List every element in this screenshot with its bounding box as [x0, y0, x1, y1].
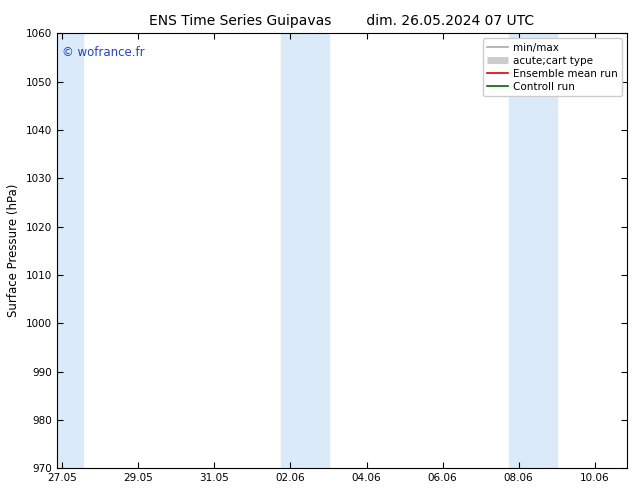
Bar [56, 33, 83, 468]
Legend: min/max, acute;cart type, Ensemble mean run, Controll run: min/max, acute;cart type, Ensemble mean … [482, 38, 622, 96]
Y-axis label: Surface Pressure (hPa): Surface Pressure (hPa) [7, 184, 20, 318]
Bar [509, 33, 557, 468]
Bar [281, 33, 328, 468]
Title: ENS Time Series Guipavas        dim. 26.05.2024 07 UTC: ENS Time Series Guipavas dim. 26.05.2024… [149, 14, 534, 28]
Text: © wofrance.fr: © wofrance.fr [62, 46, 145, 59]
